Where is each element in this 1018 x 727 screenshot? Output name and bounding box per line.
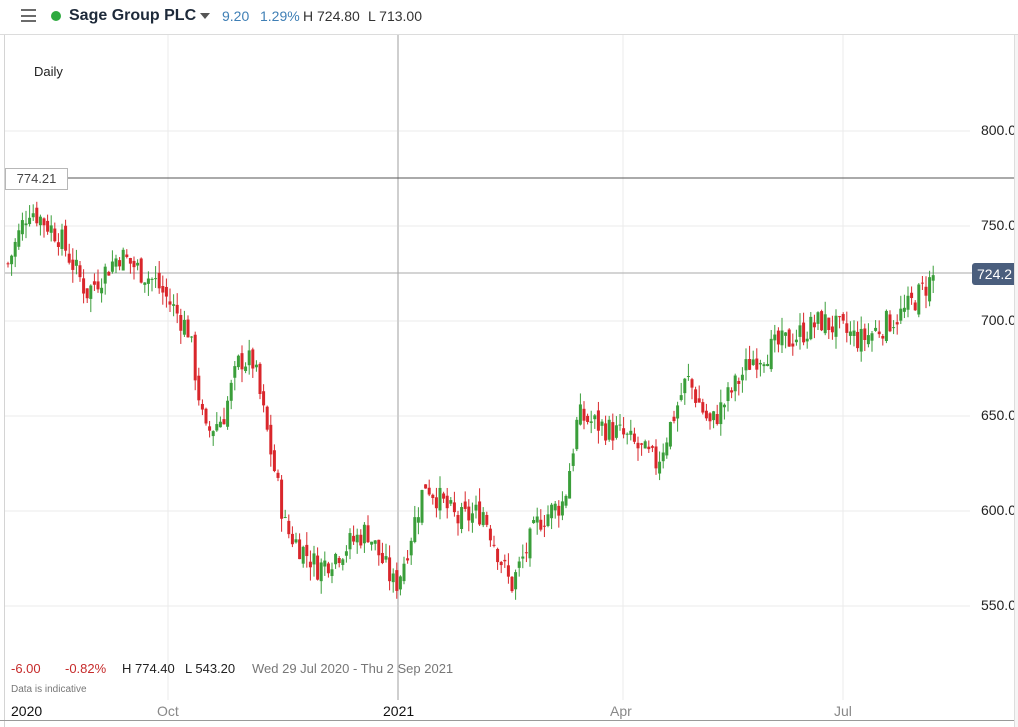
period-change-pct: -0.82% [65, 661, 107, 676]
period-low: L 543.20 [185, 661, 236, 676]
instrument-dropdown-caret-icon[interactable] [200, 13, 210, 19]
period-range: Wed 29 Jul 2020 - Thu 2 Sep 2021 [252, 661, 454, 676]
header-low: L 713.00 [368, 8, 422, 24]
data-disclaimer: Data is indicative [11, 684, 87, 695]
x-tick-apr: Apr [610, 703, 632, 719]
x-tick-jul: Jul [834, 703, 852, 719]
hamburger-menu-icon[interactable] [21, 9, 36, 22]
header-high: H 724.80 [303, 8, 360, 24]
x-tick-oct: Oct [157, 703, 179, 719]
y-tick-600: 600.0 [980, 502, 1016, 518]
market-status-dot-icon [51, 11, 61, 21]
candles [6, 201, 935, 600]
crosshair-price-label: 774.21 [5, 168, 68, 190]
last-price-badge: 724.2 [972, 263, 1018, 285]
right-scroll-edge[interactable] [1014, 35, 1018, 727]
x-axis-rule [0, 720, 1018, 721]
y-tick-700: 700.0 [980, 312, 1016, 328]
period-high: H 774.40 [122, 661, 175, 676]
interval-label[interactable]: Daily [34, 64, 63, 79]
y-tick-800: 800.0 [980, 122, 1016, 138]
y-tick-750: 750.0 [980, 217, 1016, 233]
instrument-name[interactable]: Sage Group PLC [69, 7, 197, 24]
chart-area[interactable] [4, 35, 1018, 727]
header-change-pct: 1.29% [260, 8, 300, 24]
header-change: 9.20 [222, 8, 250, 24]
x-tick-2020: 2020 [11, 703, 43, 719]
y-tick-650: 650.0 [980, 407, 1016, 423]
x-tick-2021: 2021 [383, 703, 415, 719]
period-change: -6.00 [11, 661, 41, 676]
instrument-header: Sage Group PLC 9.20 1.29% H 724.80 L 713… [0, 0, 1018, 35]
y-tick-550: 550.0 [980, 597, 1016, 613]
grid-lines [5, 35, 970, 700]
